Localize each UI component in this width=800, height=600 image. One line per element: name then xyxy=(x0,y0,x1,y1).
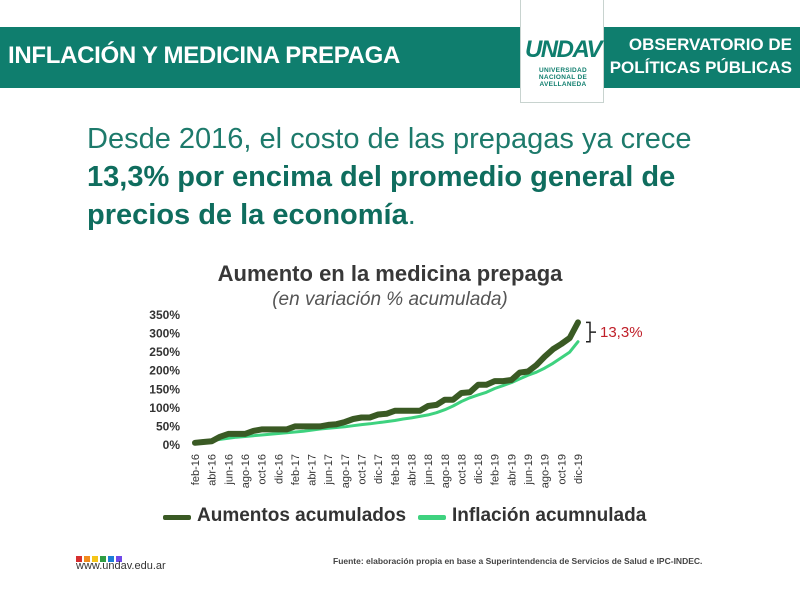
header-title: INFLACIÓN Y MEDICINA PREPAGA xyxy=(8,42,401,69)
logo-line-2: NACIONAL DE xyxy=(538,74,588,82)
x-tick-label: ago-18 xyxy=(440,454,452,488)
legend-swatch-aumentos xyxy=(163,515,191,520)
legend-label-aumentos: Aumentos acumulados xyxy=(197,505,407,526)
y-tick-label: 100% xyxy=(149,401,180,415)
logo-subtitle: UNIVERSIDAD NACIONAL DE AVELLANEDA xyxy=(521,67,605,89)
brand-dots xyxy=(76,549,124,567)
x-tick-label: ago-19 xyxy=(540,454,552,488)
x-tick-label: abr-17 xyxy=(307,454,319,486)
y-tick-label: 50% xyxy=(156,419,180,433)
x-tick-label: ago-16 xyxy=(240,454,252,488)
x-tick-label: abr-16 xyxy=(207,454,219,486)
x-tick-label: jun-19 xyxy=(523,454,535,486)
observatorio-title: OBSERVATORIO DE POLÍTICAS PÚBLICAS xyxy=(608,33,792,79)
source-note: Fuente: elaboración propia en base a Sup… xyxy=(333,556,703,566)
logo-line-3: AVELLANEDA xyxy=(539,81,587,89)
x-tick-label: dic-16 xyxy=(273,454,285,484)
undav-logo: UNDAV UNIVERSIDAD NACIONAL DE AVELLANEDA xyxy=(520,0,604,103)
y-tick-label: 0% xyxy=(163,438,181,452)
x-tick-label: feb-18 xyxy=(390,454,402,485)
observatorio-line-1: OBSERVATORIO DE xyxy=(628,35,792,54)
y-tick-label: 300% xyxy=(149,327,180,341)
chart-title: Aumento en la medicina prepaga xyxy=(217,261,563,286)
x-tick-label: abr-19 xyxy=(506,454,518,486)
header-bar xyxy=(0,27,800,88)
x-tick-label: abr-18 xyxy=(406,454,418,486)
x-tick-label: dic-17 xyxy=(373,454,385,484)
brand-dot xyxy=(76,556,82,562)
x-tick-label: oct-16 xyxy=(257,454,269,485)
brand-dot xyxy=(116,556,122,562)
x-tick-label: dic-18 xyxy=(473,454,485,484)
x-tick-label: dic-19 xyxy=(573,454,585,484)
annotation-label: 13,3% xyxy=(600,324,643,341)
x-tick-label: oct-18 xyxy=(456,454,468,485)
observatorio-line-2: POLÍTICAS PÚBLICAS xyxy=(609,58,792,77)
x-tick-label: oct-17 xyxy=(357,454,369,485)
y-tick-label: 150% xyxy=(149,382,180,396)
brand-dot xyxy=(92,556,98,562)
y-tick-label: 350% xyxy=(149,308,180,322)
y-tick-label: 200% xyxy=(149,364,180,378)
x-tick-label: jun-18 xyxy=(423,454,435,486)
x-tick-label: ago-17 xyxy=(340,454,352,488)
x-tick-label: oct-19 xyxy=(556,454,568,485)
brand-dot xyxy=(84,556,90,562)
x-tick-label: jun-16 xyxy=(223,454,235,486)
x-tick-label: feb-16 xyxy=(190,454,202,485)
headline-bold: 13,3% por encima del promedio general de… xyxy=(87,161,676,231)
chart-subtitle: (en variación % acumulada) xyxy=(272,289,508,310)
headline-regular: Desde 2016, el costo de las prepagas ya … xyxy=(87,123,692,155)
series-line-aumentos xyxy=(192,319,581,446)
legend-swatch-inflacion xyxy=(418,515,446,520)
x-tick-label: feb-19 xyxy=(490,454,502,485)
brand-dot xyxy=(108,556,114,562)
headline-end: . xyxy=(407,199,416,231)
x-tick-label: jun-17 xyxy=(323,454,335,486)
legend-label-inflacion: Inflación acumnulada xyxy=(452,505,647,526)
x-tick-label: feb-17 xyxy=(290,454,302,485)
logo-wordmark: UNDAV xyxy=(524,36,603,63)
website-link[interactable]: www.undav.edu.ar xyxy=(76,560,166,572)
y-tick-label: 250% xyxy=(149,345,180,359)
headline: Desde 2016, el costo de las prepagas ya … xyxy=(87,120,727,234)
brand-dot xyxy=(100,556,106,562)
annotation-bracket xyxy=(586,321,596,343)
logo-line-1: UNIVERSIDAD xyxy=(538,67,588,74)
